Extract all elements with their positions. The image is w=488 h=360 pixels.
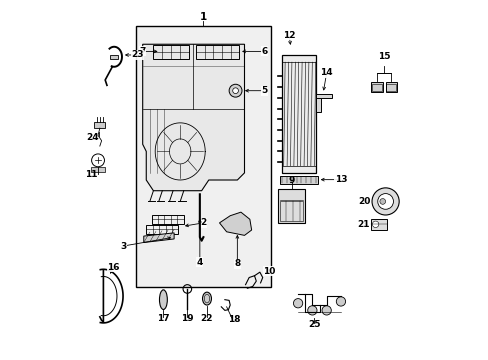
Text: 13: 13 [334, 175, 346, 184]
Ellipse shape [159, 290, 167, 310]
Circle shape [372, 221, 378, 228]
Bar [153, 45, 189, 59]
Text: 10: 10 [263, 267, 275, 276]
Bar [315, 98, 321, 112]
Circle shape [336, 297, 345, 306]
Text: 3: 3 [120, 242, 126, 251]
Text: 9: 9 [288, 176, 295, 185]
Bar [280, 202, 303, 221]
Text: 8: 8 [234, 260, 240, 269]
Ellipse shape [202, 292, 211, 305]
Bar [315, 94, 331, 98]
Text: 5: 5 [261, 86, 267, 95]
Circle shape [377, 194, 393, 209]
Text: 19: 19 [181, 314, 193, 323]
Circle shape [322, 306, 331, 315]
Bar [196, 45, 239, 59]
Bar [110, 55, 118, 59]
Text: 15: 15 [377, 52, 389, 61]
Text: 6: 6 [261, 47, 267, 56]
Text: 21: 21 [356, 220, 369, 229]
Text: 25: 25 [307, 320, 320, 329]
Bar [282, 55, 315, 173]
Polygon shape [142, 44, 244, 191]
Text: 23: 23 [131, 50, 143, 59]
Text: 14: 14 [320, 68, 332, 77]
Bar [386, 84, 395, 91]
Text: 1: 1 [200, 13, 206, 22]
Bar [146, 225, 178, 234]
Polygon shape [219, 212, 251, 235]
Text: 2: 2 [200, 219, 206, 228]
Bar [151, 215, 183, 224]
Polygon shape [143, 233, 174, 243]
Bar [385, 82, 397, 93]
Text: 11: 11 [85, 170, 98, 179]
Circle shape [229, 84, 242, 97]
Text: 7: 7 [139, 47, 145, 56]
Circle shape [232, 88, 238, 94]
Bar [371, 84, 381, 91]
Bar [370, 82, 382, 93]
Bar [280, 176, 317, 184]
Bar [370, 219, 386, 230]
Circle shape [307, 306, 316, 315]
Circle shape [293, 298, 302, 308]
Bar [278, 189, 305, 223]
Bar [94, 122, 105, 128]
Text: 16: 16 [107, 263, 120, 272]
Text: 22: 22 [201, 314, 213, 323]
Text: 18: 18 [227, 315, 240, 324]
Bar [135, 26, 271, 287]
Text: 4: 4 [196, 258, 203, 267]
Text: 24: 24 [86, 132, 99, 141]
Bar [91, 167, 105, 172]
Text: 12: 12 [283, 31, 295, 40]
Text: 17: 17 [157, 314, 169, 323]
Circle shape [371, 188, 398, 215]
Text: 20: 20 [357, 197, 369, 206]
Circle shape [379, 199, 385, 204]
